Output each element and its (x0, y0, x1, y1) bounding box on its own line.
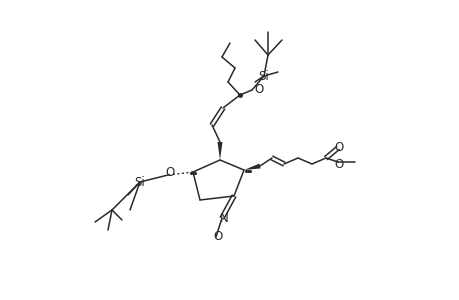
Text: O: O (334, 140, 343, 154)
Text: N: N (219, 212, 228, 224)
Polygon shape (217, 142, 222, 160)
Text: O: O (334, 158, 343, 170)
Text: O: O (165, 167, 174, 179)
Text: Si: Si (134, 176, 145, 188)
Polygon shape (243, 164, 260, 170)
Text: O: O (213, 230, 222, 244)
Text: O: O (253, 82, 263, 95)
Text: Si: Si (258, 70, 269, 83)
